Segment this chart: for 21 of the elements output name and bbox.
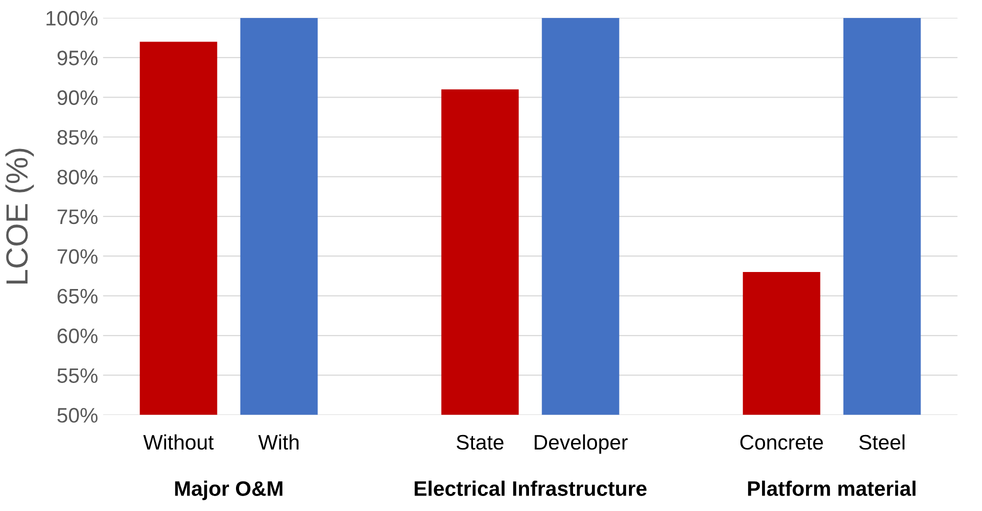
- y-tick-label: 75%: [58, 210, 98, 224]
- y-tick-label: 85%: [57, 130, 98, 145]
- y-tick-label: 65%: [58, 288, 98, 304]
- x-tick-label: Concrete: [740, 434, 823, 450]
- y-tick-label: 60%: [58, 328, 98, 344]
- text: Electrical Infrastructure: [414, 480, 647, 496]
- x-tick-label: With: [258, 434, 298, 450]
- y-tick-label: 100%: [46, 10, 98, 26]
- x-tick-label: State: [456, 434, 504, 450]
- y-tick-label: 70%: [58, 249, 98, 264]
- y-tick-label: 90%: [58, 90, 98, 106]
- text: Major O&M: [175, 480, 282, 500]
- text: Platform material: [748, 480, 916, 496]
- y-tick-label: 55%: [57, 368, 98, 383]
- y-axis-title: LCOE (%): [5, 148, 34, 284]
- y-tick-label: 95%: [58, 50, 98, 66]
- x-tick-label: Steel: [859, 434, 904, 450]
- x-tick-label: Without: [143, 434, 214, 450]
- y-tick-label: 80%: [57, 170, 98, 184]
- x-tick-label: Developer: [534, 434, 628, 454]
- y-tick-label: 50%: [57, 408, 98, 423]
